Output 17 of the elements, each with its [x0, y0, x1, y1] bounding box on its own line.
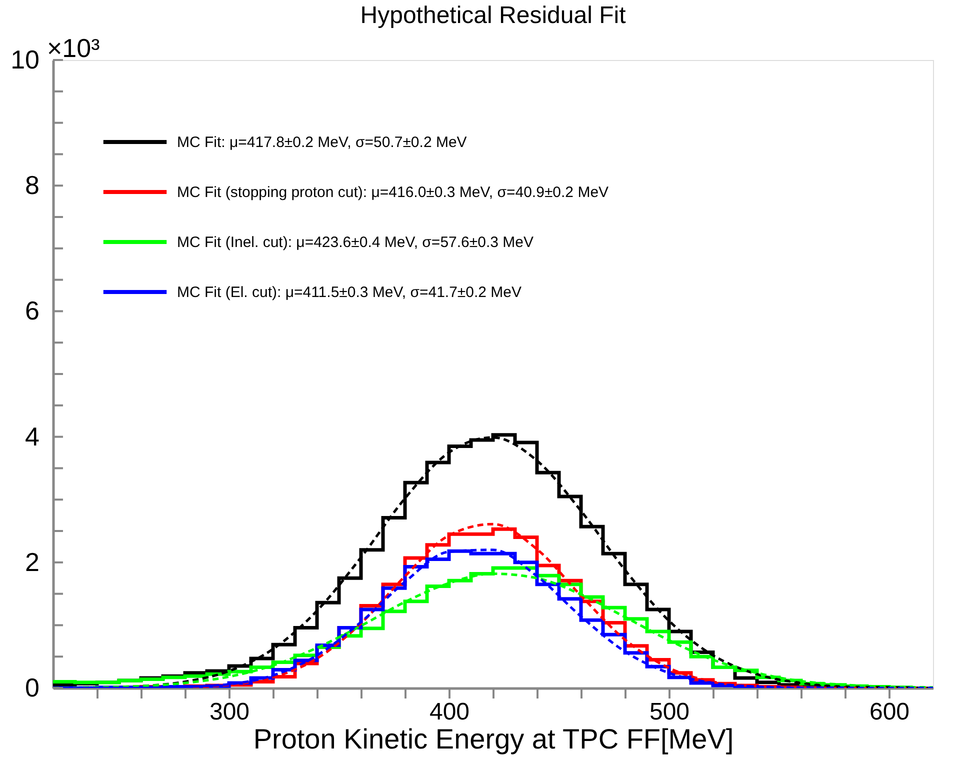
- x-axis-title: Proton Kinetic Energy at TPC FF[MeV]: [253, 724, 734, 754]
- x-tick-label: 400: [429, 698, 470, 726]
- x-tick-label: 600: [869, 698, 910, 726]
- y-tick-label: 8: [25, 170, 40, 200]
- x-tick-label: 300: [209, 698, 250, 726]
- y-tick-label: 2: [25, 546, 40, 577]
- legend-label: MC Fit (stopping proton cut): μ=416.0±0.3 MeV, σ=40.9±0.2 MeV: [177, 184, 609, 201]
- legend-label: MC Fit: μ=417.8±0.2 MeV, σ=50.7±0.2 MeV: [177, 134, 467, 151]
- x-tick-label: 500: [649, 698, 690, 726]
- chart-title: Hypothetical Residual Fit: [360, 2, 626, 29]
- annotation: ×10³: [47, 33, 100, 63]
- legend-label: MC Fit (Inel. cut): μ=423.6±0.4 MeV, σ=57.6±0.3 MeV: [177, 234, 534, 251]
- y-tick-label: 10: [10, 44, 40, 74]
- y-tick-label: 6: [25, 296, 40, 326]
- y-tick-label: 0: [25, 672, 40, 702]
- legend-label: MC Fit (El. cut): μ=411.5±0.3 MeV, σ=41.7±0.2 MeV: [177, 284, 522, 301]
- y-tick-label: 4: [25, 421, 40, 452]
